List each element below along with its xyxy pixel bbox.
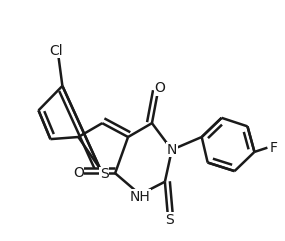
Text: O: O bbox=[73, 166, 84, 180]
Text: O: O bbox=[154, 81, 165, 95]
Text: S: S bbox=[100, 167, 109, 181]
Text: Cl: Cl bbox=[50, 44, 63, 58]
Text: F: F bbox=[269, 141, 277, 155]
Text: NH: NH bbox=[130, 190, 150, 204]
Text: S: S bbox=[166, 213, 174, 227]
Text: N: N bbox=[167, 143, 177, 157]
